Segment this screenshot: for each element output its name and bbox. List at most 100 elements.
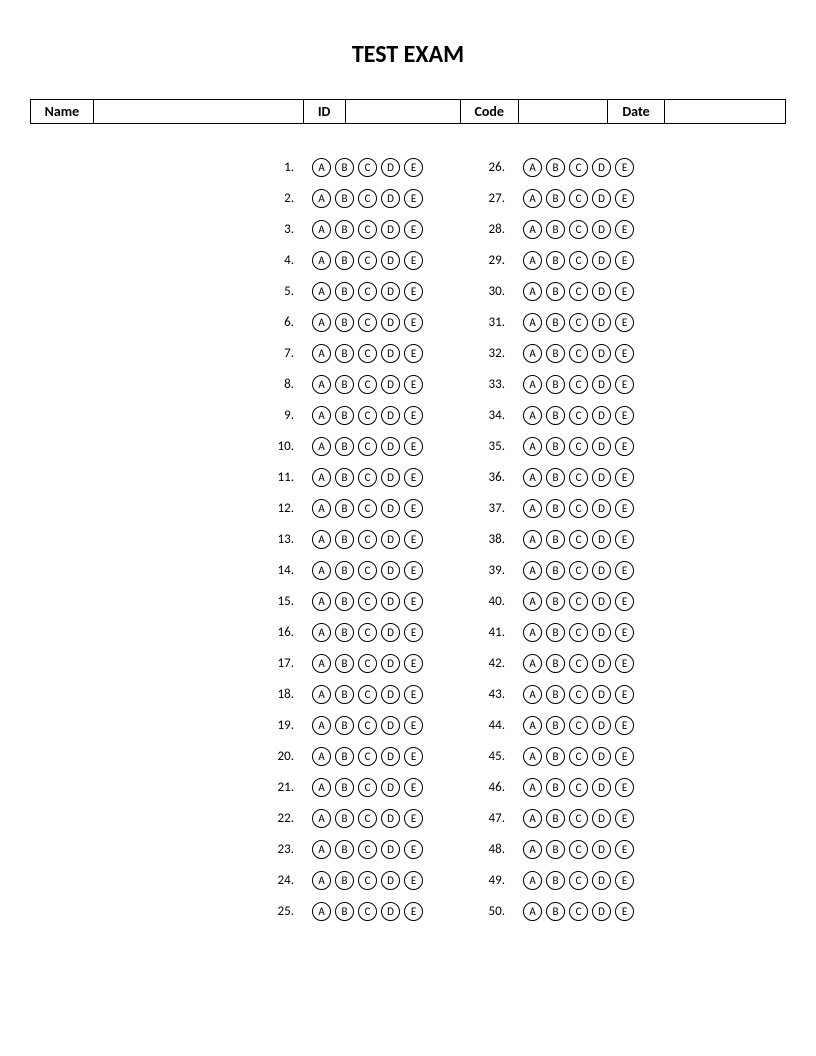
answer-bubble-e[interactable]: E — [615, 189, 634, 208]
answer-bubble-e[interactable]: E — [615, 623, 634, 642]
answer-bubble-e[interactable]: E — [404, 685, 423, 704]
answer-bubble-b[interactable]: B — [335, 220, 354, 239]
answer-bubble-d[interactable]: D — [381, 344, 400, 363]
answer-bubble-e[interactable]: E — [615, 592, 634, 611]
answer-bubble-d[interactable]: D — [381, 685, 400, 704]
answer-bubble-c[interactable]: C — [358, 561, 377, 580]
answer-bubble-b[interactable]: B — [546, 902, 565, 921]
answer-bubble-d[interactable]: D — [381, 499, 400, 518]
answer-bubble-e[interactable]: E — [615, 871, 634, 890]
answer-bubble-c[interactable]: C — [569, 902, 588, 921]
answer-bubble-a[interactable]: A — [312, 716, 331, 735]
answer-bubble-a[interactable]: A — [523, 685, 542, 704]
answer-bubble-e[interactable]: E — [404, 840, 423, 859]
answer-bubble-a[interactable]: A — [523, 530, 542, 549]
answer-bubble-a[interactable]: A — [523, 251, 542, 270]
answer-bubble-e[interactable]: E — [404, 654, 423, 673]
answer-bubble-e[interactable]: E — [615, 902, 634, 921]
answer-bubble-b[interactable]: B — [335, 530, 354, 549]
answer-bubble-a[interactable]: A — [312, 468, 331, 487]
answer-bubble-d[interactable]: D — [592, 468, 611, 487]
answer-bubble-c[interactable]: C — [569, 654, 588, 673]
answer-bubble-b[interactable]: B — [546, 282, 565, 301]
answer-bubble-e[interactable]: E — [615, 437, 634, 456]
answer-bubble-d[interactable]: D — [592, 902, 611, 921]
answer-bubble-a[interactable]: A — [523, 189, 542, 208]
answer-bubble-b[interactable]: B — [546, 220, 565, 239]
answer-bubble-e[interactable]: E — [404, 871, 423, 890]
answer-bubble-b[interactable]: B — [335, 189, 354, 208]
answer-bubble-a[interactable]: A — [523, 809, 542, 828]
answer-bubble-b[interactable]: B — [546, 406, 565, 425]
answer-bubble-a[interactable]: A — [312, 189, 331, 208]
answer-bubble-e[interactable]: E — [404, 375, 423, 394]
answer-bubble-e[interactable]: E — [404, 623, 423, 642]
answer-bubble-d[interactable]: D — [592, 809, 611, 828]
answer-bubble-b[interactable]: B — [335, 406, 354, 425]
answer-bubble-a[interactable]: A — [312, 220, 331, 239]
answer-bubble-c[interactable]: C — [569, 251, 588, 270]
answer-bubble-c[interactable]: C — [358, 654, 377, 673]
answer-bubble-c[interactable]: C — [569, 468, 588, 487]
answer-bubble-a[interactable]: A — [523, 778, 542, 797]
answer-bubble-a[interactable]: A — [312, 530, 331, 549]
answer-bubble-a[interactable]: A — [523, 747, 542, 766]
answer-bubble-b[interactable]: B — [335, 685, 354, 704]
answer-bubble-e[interactable]: E — [615, 375, 634, 394]
answer-bubble-b[interactable]: B — [546, 499, 565, 518]
answer-bubble-a[interactable]: A — [523, 375, 542, 394]
answer-bubble-c[interactable]: C — [358, 747, 377, 766]
answer-bubble-b[interactable]: B — [335, 313, 354, 332]
answer-bubble-d[interactable]: D — [381, 840, 400, 859]
answer-bubble-b[interactable]: B — [546, 716, 565, 735]
answer-bubble-a[interactable]: A — [523, 902, 542, 921]
answer-bubble-e[interactable]: E — [615, 220, 634, 239]
answer-bubble-b[interactable]: B — [335, 809, 354, 828]
answer-bubble-c[interactable]: C — [358, 437, 377, 456]
answer-bubble-d[interactable]: D — [381, 561, 400, 580]
answer-bubble-d[interactable]: D — [592, 313, 611, 332]
answer-bubble-c[interactable]: C — [569, 747, 588, 766]
answer-bubble-e[interactable]: E — [615, 778, 634, 797]
answer-bubble-d[interactable]: D — [381, 189, 400, 208]
answer-bubble-c[interactable]: C — [358, 530, 377, 549]
answer-bubble-a[interactable]: A — [312, 778, 331, 797]
answer-bubble-d[interactable]: D — [592, 716, 611, 735]
answer-bubble-e[interactable]: E — [404, 220, 423, 239]
answer-bubble-b[interactable]: B — [335, 282, 354, 301]
answer-bubble-e[interactable]: E — [615, 747, 634, 766]
answer-bubble-c[interactable]: C — [358, 685, 377, 704]
answer-bubble-b[interactable]: B — [546, 158, 565, 177]
answer-bubble-c[interactable]: C — [358, 158, 377, 177]
answer-bubble-b[interactable]: B — [546, 251, 565, 270]
answer-bubble-a[interactable]: A — [312, 840, 331, 859]
answer-bubble-c[interactable]: C — [569, 809, 588, 828]
answer-bubble-b[interactable]: B — [335, 902, 354, 921]
answer-bubble-b[interactable]: B — [335, 344, 354, 363]
answer-bubble-e[interactable]: E — [404, 437, 423, 456]
answer-bubble-e[interactable]: E — [404, 468, 423, 487]
answer-bubble-c[interactable]: C — [358, 189, 377, 208]
answer-bubble-c[interactable]: C — [358, 623, 377, 642]
answer-bubble-d[interactable]: D — [381, 716, 400, 735]
answer-bubble-b[interactable]: B — [335, 561, 354, 580]
answer-bubble-b[interactable]: B — [546, 313, 565, 332]
answer-bubble-b[interactable]: B — [546, 871, 565, 890]
answer-bubble-e[interactable]: E — [404, 313, 423, 332]
answer-bubble-d[interactable]: D — [381, 282, 400, 301]
answer-bubble-d[interactable]: D — [592, 747, 611, 766]
answer-bubble-b[interactable]: B — [335, 251, 354, 270]
answer-bubble-d[interactable]: D — [592, 778, 611, 797]
answer-bubble-c[interactable]: C — [569, 623, 588, 642]
answer-bubble-e[interactable]: E — [404, 778, 423, 797]
answer-bubble-e[interactable]: E — [404, 902, 423, 921]
answer-bubble-b[interactable]: B — [546, 344, 565, 363]
answer-bubble-e[interactable]: E — [404, 499, 423, 518]
answer-bubble-a[interactable]: A — [312, 592, 331, 611]
answer-bubble-e[interactable]: E — [404, 561, 423, 580]
answer-bubble-a[interactable]: A — [523, 220, 542, 239]
answer-bubble-e[interactable]: E — [615, 499, 634, 518]
answer-bubble-d[interactable]: D — [592, 654, 611, 673]
answer-bubble-a[interactable]: A — [312, 375, 331, 394]
answer-bubble-e[interactable]: E — [404, 158, 423, 177]
